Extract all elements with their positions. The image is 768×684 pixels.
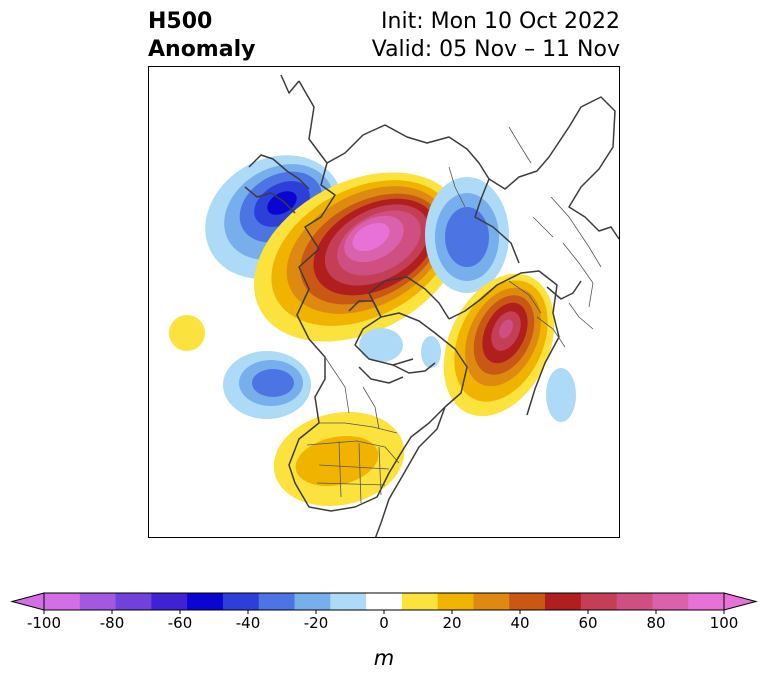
colorbar-tick-label: 60	[578, 614, 597, 630]
colorbar: -100 -80 -60 -40 -20 0 20 40 60 80 100	[10, 592, 758, 630]
colorbar-tick-label: -20	[304, 614, 329, 630]
colorbar-bin	[545, 593, 582, 610]
colorbar-bin	[294, 593, 331, 610]
colorbar-extend-max	[723, 592, 758, 611]
colorbar-bin	[222, 593, 260, 610]
colorbar-tick-label: 100	[710, 614, 739, 630]
title-left: H500 Anomaly	[148, 8, 255, 64]
colorbar-ticks: -100 -80 -60 -40 -20 0 20 40 60 80 100	[27, 610, 738, 630]
colorbar-bin	[401, 593, 439, 610]
colorbar-bin	[187, 593, 224, 610]
colorbar-bin	[330, 593, 367, 610]
colorbar-bin	[258, 593, 296, 610]
map-panel	[148, 66, 620, 538]
positive-anomaly-siberia	[254, 172, 464, 342]
colorbar-bin	[688, 593, 725, 610]
negative-anomaly-europe	[425, 177, 509, 293]
positive-anomaly-atlantic	[443, 273, 555, 417]
political-borders	[306, 126, 602, 504]
colorbar-bin	[151, 593, 188, 610]
colorbar-bin	[473, 593, 510, 610]
colorbar-bin	[580, 593, 618, 610]
colorbar-tick-label: 20	[442, 614, 461, 630]
colorbar-tick-label: -80	[100, 614, 125, 630]
anomaly-map	[169, 74, 619, 537]
negative-anomaly-pole	[359, 328, 403, 362]
title-subtitle: Anomaly	[148, 37, 256, 62]
colorbar-tick-label: 40	[510, 614, 529, 630]
colorbar-bin	[437, 593, 474, 610]
colorbar-units: m	[373, 646, 395, 670]
title-variable: H500	[148, 9, 213, 34]
colorbar-tick-label: 80	[646, 614, 665, 630]
colorbar-bin	[616, 593, 653, 610]
colorbar-tick-label: -40	[236, 614, 261, 630]
positive-anomaly-north-america	[273, 411, 405, 507]
negative-anomaly-greenland	[421, 336, 441, 368]
negative-anomaly-pacific	[223, 351, 311, 419]
colorbar-bin	[509, 593, 546, 610]
init-date: Init: Mon 10 Oct 2022	[381, 9, 620, 34]
colorbar-segments	[44, 593, 725, 610]
colorbar-tick-label: -60	[168, 614, 193, 630]
negative-anomaly-east-atlantic	[546, 368, 576, 422]
colorbar-bin	[115, 593, 152, 610]
colorbar-extend-min	[10, 592, 45, 611]
colorbar-tick-label: -100	[27, 614, 61, 630]
colorbar-bin	[366, 593, 403, 610]
valid-range: Valid: 05 Nov – 11 Nov	[371, 37, 620, 62]
colorbar-bin	[652, 593, 689, 610]
colorbar-tick-label: 0	[379, 614, 389, 630]
colorbar-bin	[79, 593, 117, 610]
colorbar-bin	[44, 593, 81, 610]
positive-anomaly-west	[169, 315, 205, 351]
title-right: Init: Mon 10 Oct 2022 Valid: 05 Nov – 11…	[372, 8, 620, 64]
